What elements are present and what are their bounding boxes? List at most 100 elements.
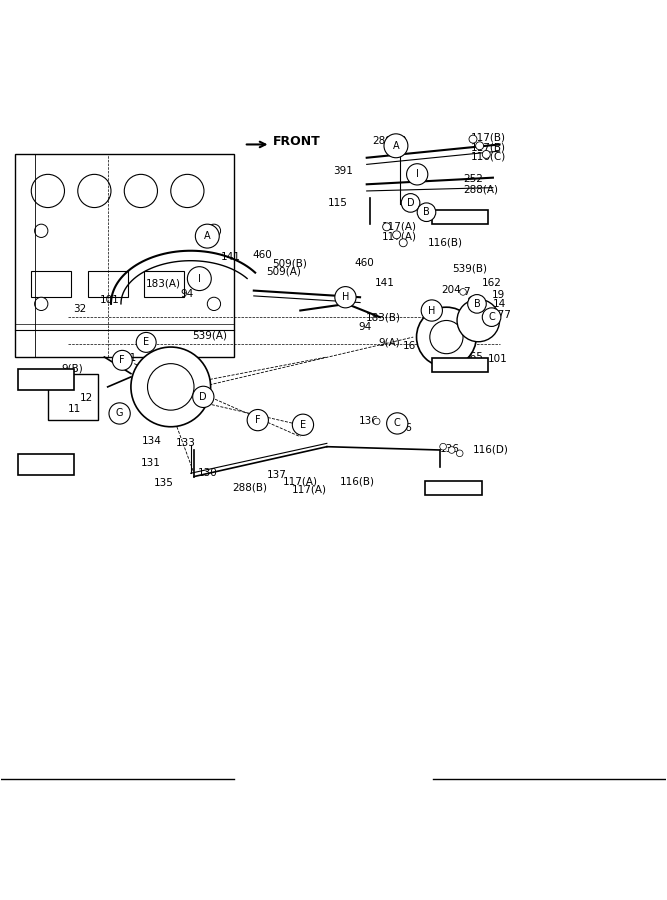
- Text: B: B: [423, 207, 430, 217]
- Text: 136: 136: [440, 444, 460, 454]
- Text: 134: 134: [142, 436, 162, 446]
- Text: B: B: [474, 299, 480, 309]
- Circle shape: [171, 175, 204, 208]
- Text: 460: 460: [253, 250, 272, 260]
- Bar: [18, 454, 75, 475]
- Text: 0-27: 0-27: [30, 374, 55, 384]
- Text: 391: 391: [334, 166, 354, 176]
- Circle shape: [393, 230, 401, 238]
- Text: 288(A): 288(A): [372, 136, 407, 146]
- Text: 141: 141: [375, 277, 395, 288]
- Text: 117(A): 117(A): [382, 221, 416, 231]
- Text: 116(D): 116(D): [473, 445, 509, 455]
- Text: 94: 94: [359, 322, 372, 332]
- Circle shape: [383, 223, 391, 230]
- Text: 115: 115: [328, 198, 348, 208]
- Text: 116(C): 116(C): [470, 151, 506, 161]
- Text: 509(B): 509(B): [272, 258, 307, 268]
- Text: FRONT: FRONT: [272, 135, 320, 148]
- Circle shape: [417, 202, 436, 221]
- Text: 1-50: 1-50: [441, 361, 466, 372]
- Text: 465: 465: [463, 352, 483, 362]
- Circle shape: [430, 320, 463, 354]
- Circle shape: [448, 446, 455, 454]
- Circle shape: [387, 413, 408, 434]
- Bar: [88, 271, 127, 297]
- Text: 7: 7: [463, 287, 470, 297]
- Text: 183(B): 183(B): [366, 312, 400, 322]
- Text: 11: 11: [68, 404, 81, 414]
- Bar: [432, 357, 488, 373]
- Bar: [425, 481, 482, 495]
- Text: 131: 131: [141, 458, 161, 468]
- Circle shape: [335, 286, 356, 308]
- Circle shape: [456, 450, 463, 456]
- Circle shape: [207, 224, 221, 238]
- Circle shape: [131, 347, 211, 427]
- Text: F: F: [255, 415, 261, 425]
- Text: 9(B): 9(B): [61, 364, 83, 374]
- Text: 116(B): 116(B): [340, 477, 375, 487]
- Text: 101: 101: [488, 354, 508, 364]
- Text: 136: 136: [359, 417, 379, 427]
- Circle shape: [147, 364, 194, 410]
- Text: 136: 136: [394, 423, 413, 433]
- Bar: [48, 374, 97, 420]
- Text: 539(B): 539(B): [452, 263, 487, 273]
- Text: 133: 133: [175, 437, 195, 447]
- Circle shape: [469, 135, 477, 143]
- Circle shape: [440, 444, 446, 450]
- Bar: [432, 210, 488, 224]
- Circle shape: [35, 297, 48, 310]
- Circle shape: [124, 175, 157, 208]
- Text: A: A: [393, 140, 400, 151]
- Text: 0-32: 0-32: [442, 213, 468, 223]
- Text: 539(A): 539(A): [193, 331, 227, 341]
- Text: 288(B): 288(B): [233, 483, 267, 493]
- Text: 16: 16: [404, 341, 416, 351]
- Text: 9(A): 9(A): [379, 338, 400, 347]
- Text: 117(A): 117(A): [283, 477, 318, 487]
- Circle shape: [31, 175, 65, 208]
- Text: 204: 204: [441, 285, 461, 295]
- Circle shape: [195, 224, 219, 248]
- Text: 1-31: 1-31: [30, 460, 55, 470]
- Text: 117(A): 117(A): [382, 231, 416, 241]
- Text: E: E: [300, 419, 306, 430]
- Circle shape: [400, 238, 408, 247]
- Text: 141: 141: [221, 252, 241, 263]
- Circle shape: [35, 224, 48, 238]
- Circle shape: [247, 410, 268, 431]
- Text: 460: 460: [355, 258, 374, 268]
- Circle shape: [421, 300, 442, 321]
- Text: E: E: [143, 338, 149, 347]
- Text: G: G: [116, 409, 123, 419]
- Text: 183(A): 183(A): [146, 279, 181, 289]
- Text: 11: 11: [124, 354, 137, 364]
- Circle shape: [460, 289, 466, 295]
- Text: 252: 252: [463, 174, 483, 184]
- Circle shape: [468, 297, 475, 303]
- Circle shape: [78, 175, 111, 208]
- Circle shape: [187, 266, 211, 291]
- Circle shape: [416, 307, 476, 367]
- Circle shape: [112, 350, 132, 370]
- Text: 509(A): 509(A): [265, 267, 301, 277]
- Text: H: H: [342, 292, 349, 302]
- Text: I: I: [198, 274, 201, 284]
- Text: 12: 12: [80, 393, 93, 403]
- Circle shape: [402, 194, 420, 212]
- Circle shape: [407, 164, 428, 185]
- Circle shape: [193, 386, 214, 408]
- Circle shape: [400, 422, 407, 428]
- Text: 130: 130: [197, 468, 217, 478]
- Text: D: D: [407, 198, 414, 208]
- Circle shape: [482, 150, 490, 158]
- Circle shape: [476, 142, 484, 149]
- Text: 32: 32: [73, 304, 86, 314]
- Circle shape: [468, 294, 486, 313]
- Text: C: C: [394, 418, 401, 428]
- Circle shape: [457, 299, 500, 342]
- Text: 117(B): 117(B): [470, 142, 506, 152]
- Bar: [31, 271, 71, 297]
